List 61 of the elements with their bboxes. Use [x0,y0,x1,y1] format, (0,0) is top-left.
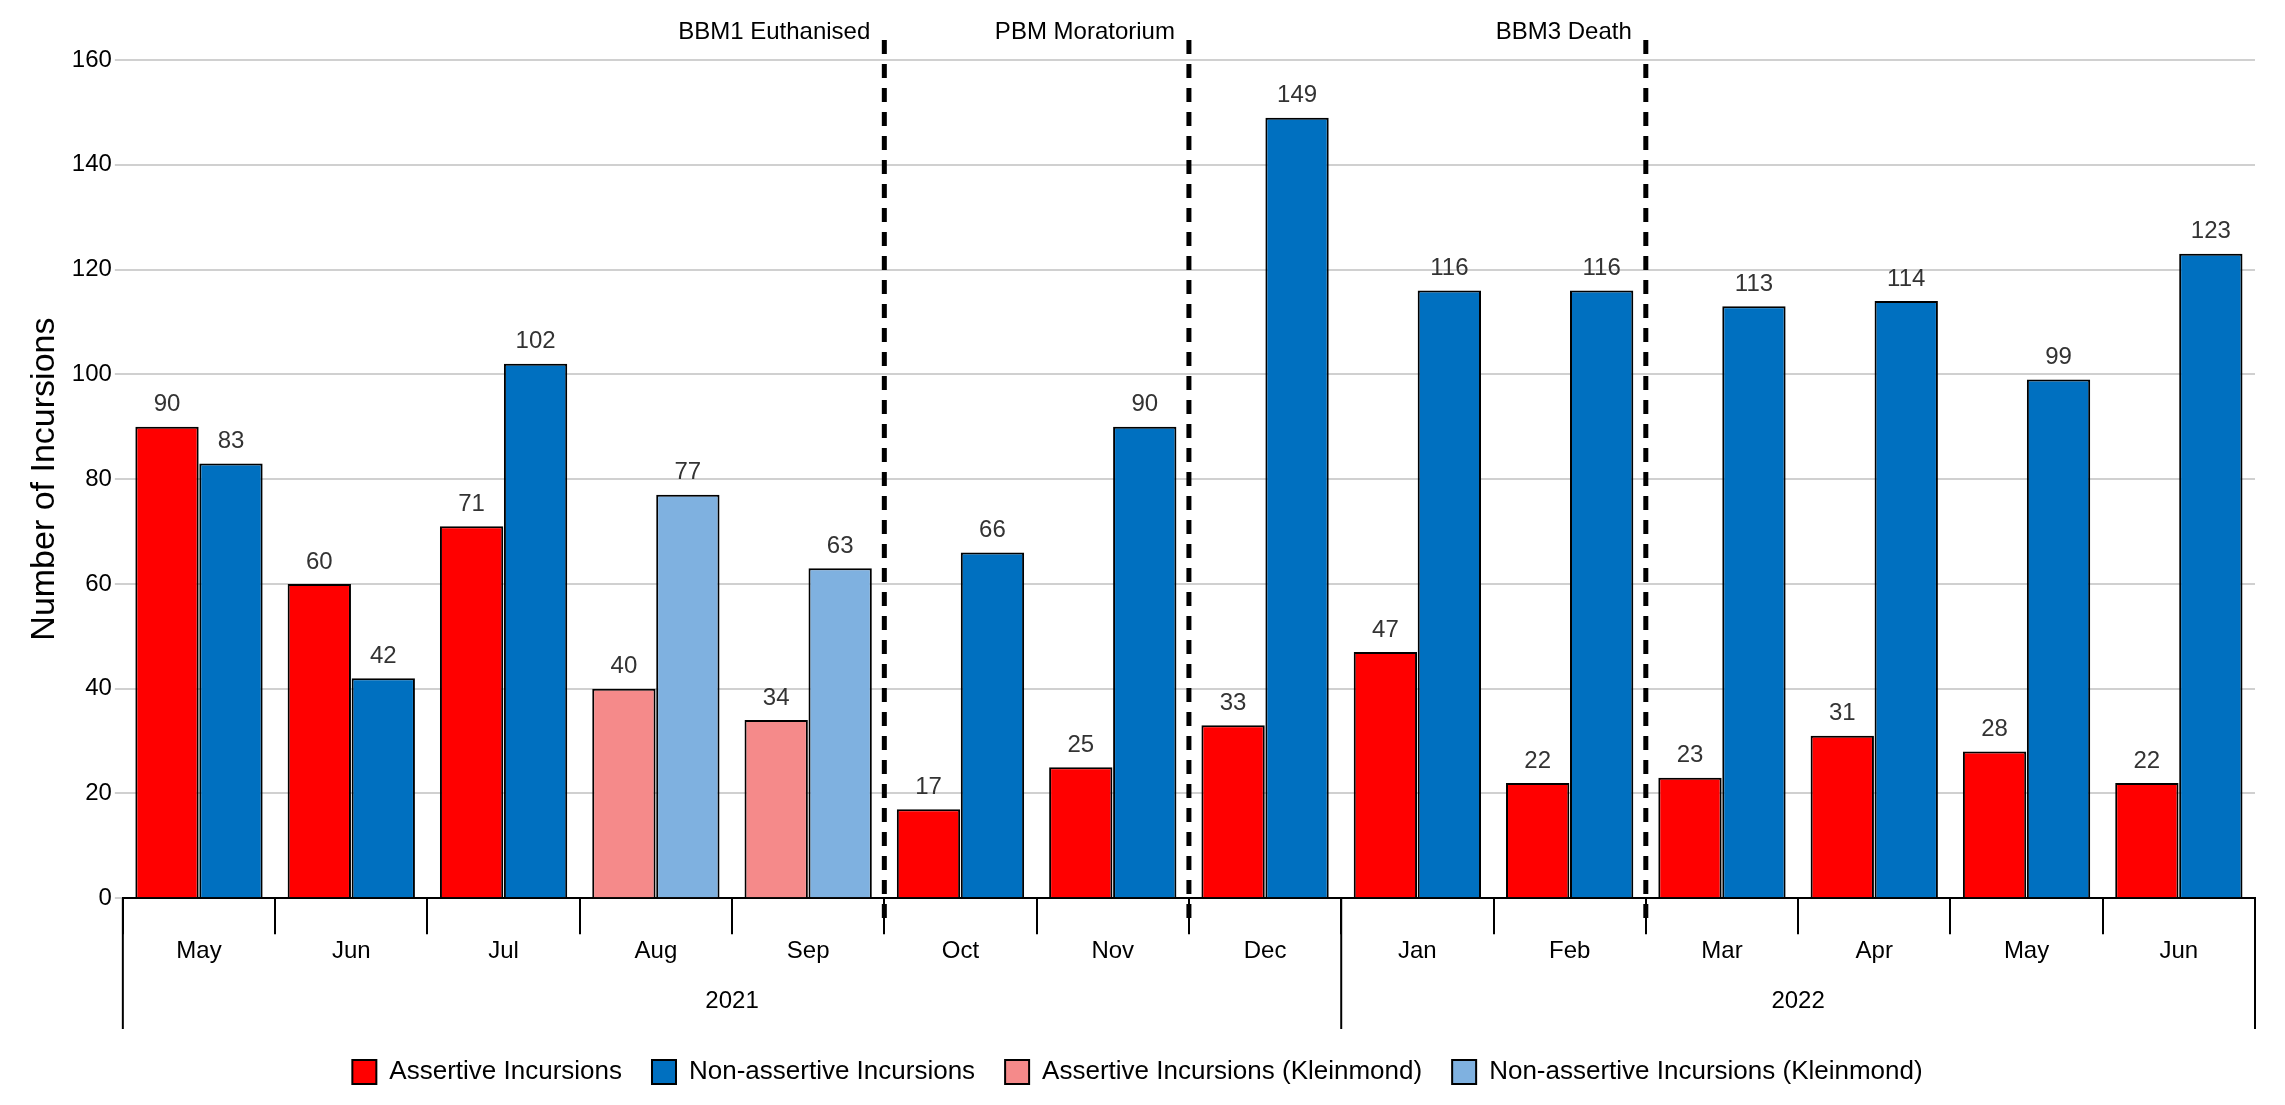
x-tick-label: Jul [488,936,519,964]
x-tick-label: Apr [1855,936,1893,964]
y-tick-label: 80 [85,463,112,491]
x-tick-label: Oct [941,936,980,964]
data-label: 63 [826,530,854,558]
data-label: 102 [515,326,556,354]
y-tick-label: 20 [85,778,112,806]
data-label: 34 [762,682,790,710]
text: PBM Moratorium [994,16,1175,44]
data-label: 77 [674,457,702,485]
x-tick-label: Dec [1243,936,1287,964]
text: 2021 [705,985,759,1013]
data-label: 71 [458,488,485,516]
y-tick-label: 140 [71,149,112,177]
x-tick-label: Jan [1398,936,1437,964]
y-tick-label: 0 [98,882,112,910]
legend-label: Assertive Incursions (Kleinmond) [1042,1055,1423,1086]
legend-label: Non-assertive Incursions (Kleinmond) [1489,1055,1923,1086]
data-label: 99 [2045,342,2072,370]
x-tick-label: May [2003,936,2050,964]
data-label: 90 [153,389,181,417]
y-tick-label: 60 [85,568,112,596]
data-label: 149 [1277,80,1318,108]
data-label: 116 [1582,253,1621,281]
data-label: 113 [1734,268,1774,296]
legend-label: Assertive Incursions [389,1055,623,1086]
data-label: 90 [1131,389,1159,417]
data-label: 31 [1828,698,1856,726]
x-tick-label: Jun [331,936,371,964]
legend-label: Non-assertive Incursions [688,1055,976,1086]
data-label: 22 [1524,745,1552,773]
y-tick-label: 40 [85,673,112,701]
data-label: 25 [1067,729,1095,757]
data-label: 114 [1887,263,1926,291]
y-tick-label: 100 [71,358,112,386]
data-label: 40 [610,651,638,679]
data-label: 60 [305,546,333,574]
data-label: 33 [1219,687,1247,715]
y-tick-label: 160 [71,44,112,72]
data-label: 17 [915,771,942,799]
x-tick-label: Aug [634,936,678,964]
data-label: 22 [2133,745,2161,773]
x-tick-label: Nov [1091,936,1135,964]
text: BBM3 Death [1495,16,1632,44]
data-label: 23 [1676,740,1704,768]
data-label: 42 [369,640,397,668]
y-axis-title: Number of Incursions [22,317,61,641]
x-tick-label: Feb [1548,936,1591,964]
text: BBM1 Euthanised [678,16,871,44]
data-label: 28 [1981,714,2008,742]
x-tick-label: Mar [1701,936,1743,964]
text: 2022 [1771,985,1825,1013]
y-tick-label: 120 [71,254,112,282]
data-label: 83 [217,426,245,454]
data-label: 66 [979,515,1006,543]
data-label: 123 [2190,216,2231,244]
x-tick-label: Sep [786,936,830,964]
data-label: 116 [1430,253,1469,281]
data-label: 47 [1372,614,1399,642]
x-tick-label: May [176,936,222,964]
x-tick-label: Jun [2159,936,2199,964]
